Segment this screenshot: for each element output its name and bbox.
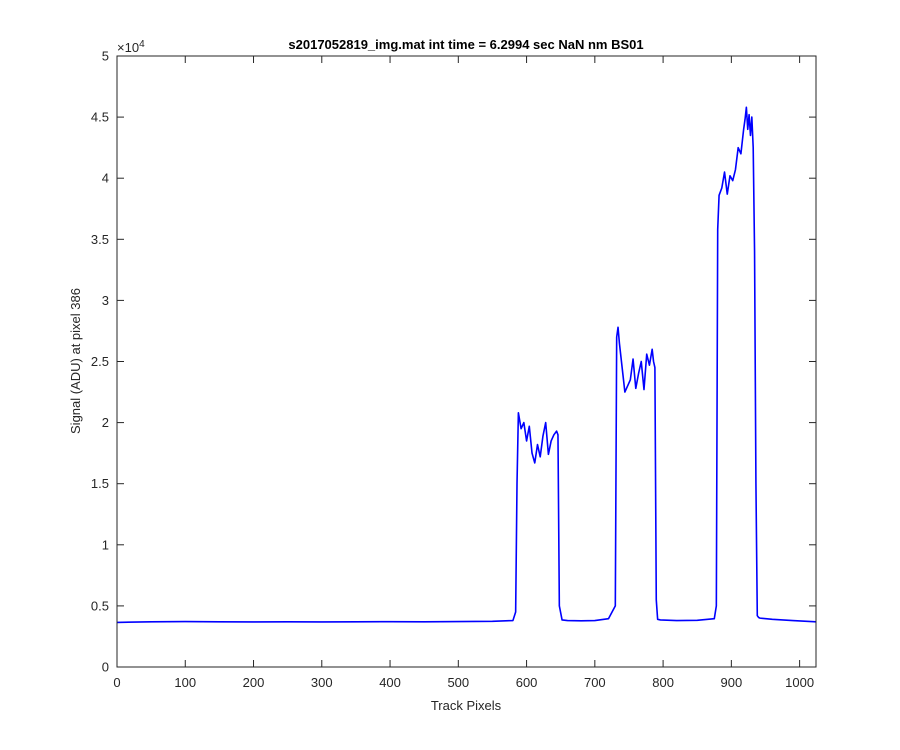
x-tick-label: 500 bbox=[447, 675, 469, 690]
x-tick-label: 600 bbox=[516, 675, 538, 690]
y-tick-label: 2.5 bbox=[91, 354, 109, 369]
y-tick-label: 5 bbox=[102, 49, 109, 64]
y-tick-label: 3.5 bbox=[91, 232, 109, 247]
y-tick-label: 0 bbox=[102, 660, 109, 675]
y-exponent-base: ×10 bbox=[117, 40, 139, 55]
y-tick-label: 4 bbox=[102, 171, 109, 186]
x-tick-label: 300 bbox=[311, 675, 333, 690]
x-tick-label: 0 bbox=[113, 675, 120, 690]
y-tick-label: 3 bbox=[102, 293, 109, 308]
y-tick-label: 2 bbox=[102, 415, 109, 430]
x-axis: 0 100 200 300 400 500 600 700 800 900 1000 bbox=[113, 56, 814, 690]
y-axis: 0 0.5 1 1.5 2 2.5 3 3.5 4 4.5 5 bbox=[91, 49, 816, 675]
x-tick-label: 100 bbox=[174, 675, 196, 690]
series-line bbox=[116, 106, 817, 624]
y-axis-label: Signal (ADU) at pixel 386 bbox=[68, 288, 83, 434]
y-exponent-label: ×104 bbox=[117, 39, 145, 55]
y-exponent-power: 4 bbox=[139, 39, 145, 50]
x-tick-label: 200 bbox=[243, 675, 265, 690]
x-axis-label: Track Pixels bbox=[431, 698, 502, 713]
plot-frame bbox=[116, 55, 817, 668]
y-tick-label: 1.5 bbox=[91, 476, 109, 491]
x-tick-label: 900 bbox=[721, 675, 743, 690]
x-tick-label: 800 bbox=[652, 675, 674, 690]
x-tick-label: 400 bbox=[379, 675, 401, 690]
y-tick-label: 0.5 bbox=[91, 598, 109, 613]
plot-area bbox=[117, 56, 816, 667]
y-tick-label: 4.5 bbox=[91, 110, 109, 125]
series-layer bbox=[116, 106, 817, 624]
x-tick-label: 1000 bbox=[785, 675, 814, 690]
chart-title: s2017052819_img.mat int time = 6.2994 se… bbox=[288, 37, 643, 52]
x-tick-label: 700 bbox=[584, 675, 606, 690]
y-tick-label: 1 bbox=[102, 537, 109, 552]
